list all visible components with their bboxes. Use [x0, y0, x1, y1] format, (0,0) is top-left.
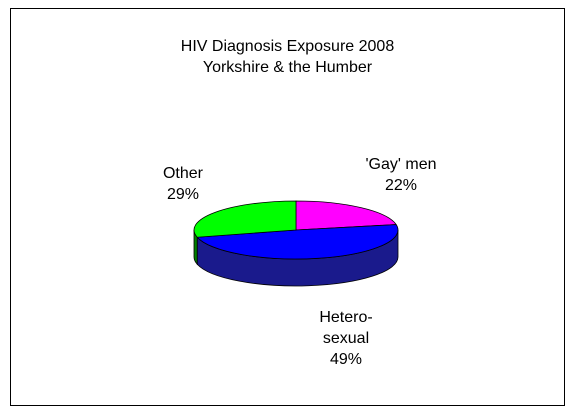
- slice-label-other-name: Other: [162, 165, 203, 182]
- chart-subtitle: Yorkshire & the Humber: [202, 59, 373, 76]
- pie-chart: [193, 200, 399, 287]
- slice-label-gay-men-value: 22%: [384, 177, 418, 194]
- pie-slice-other: [193, 200, 297, 238]
- chart-title: HIV Diagnosis Exposure 2008: [180, 38, 395, 55]
- slice-label-heterosexual: Hetero- sexual 49%: [306, 307, 386, 370]
- slice-label-gay-men: 'Gay' men 22%: [356, 154, 446, 196]
- slice-label-other: Other 29%: [153, 163, 213, 205]
- chart-frame: HIV Diagnosis Exposure 2008 Yorkshire & …: [10, 8, 565, 406]
- slice-label-heterosexual-value: 49%: [329, 351, 363, 368]
- slice-label-heterosexual-line1: Hetero-: [319, 309, 373, 326]
- slice-label-gay-men-name: 'Gay' men: [365, 156, 437, 173]
- slice-label-heterosexual-line2: sexual: [322, 330, 370, 347]
- pie-slice-hetero-sexual: [196, 224, 399, 260]
- slice-label-other-value: 29%: [166, 186, 200, 203]
- pie-slice-gay-men: [295, 200, 397, 231]
